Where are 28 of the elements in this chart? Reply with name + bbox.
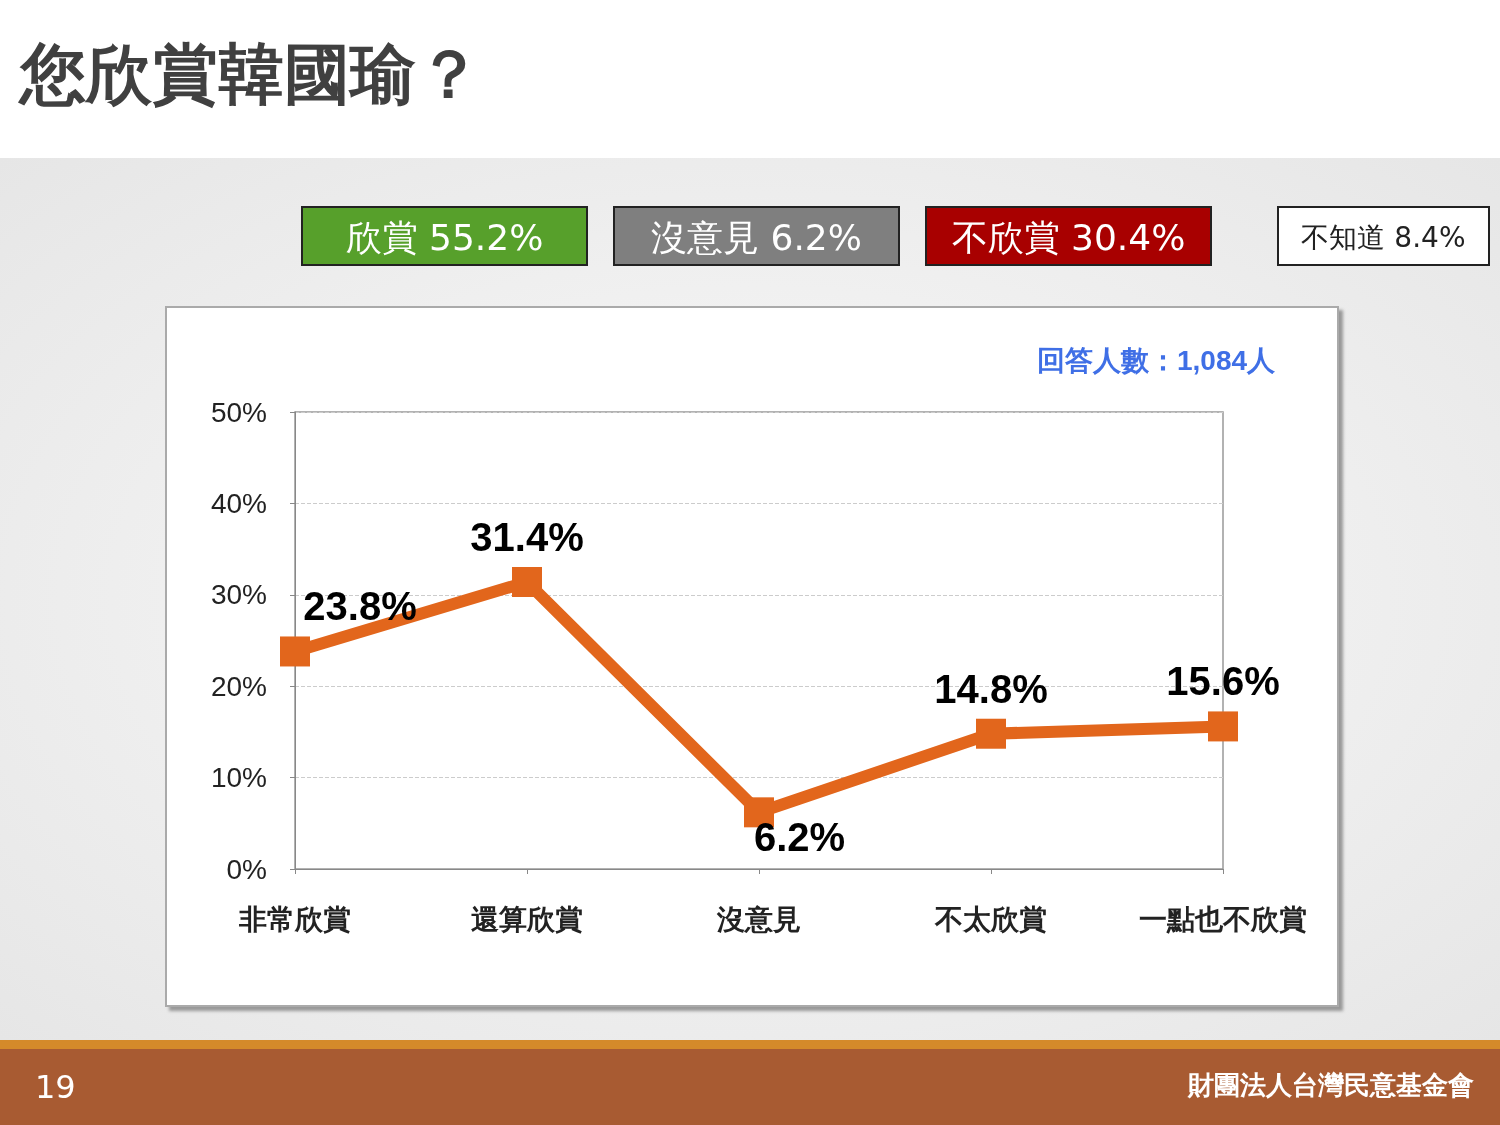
text: 財團法人台灣民意基金會 (1188, 1069, 1474, 1102)
y-tick-label: 30% (210, 579, 267, 611)
y-tick-label: 10% (210, 762, 267, 794)
point (976, 718, 1006, 749)
x-tick-label: 非常欣賞 (238, 903, 351, 935)
data-label: 23.8% (303, 584, 417, 629)
x-tick-label: 還算欣賞 (471, 903, 583, 935)
data-label: 15.6% (1166, 659, 1280, 704)
x-tick-label: 不太欣賞 (934, 903, 1047, 935)
data-label: 14.8% (934, 666, 1048, 711)
point (280, 636, 310, 667)
y-tick-label: 40% (210, 487, 267, 519)
y-tick-label: 20% (210, 670, 267, 702)
point (512, 567, 542, 597)
x-tick-label: 沒意見 (716, 903, 801, 935)
x-tick-label: 一點也不欣賞 (1139, 903, 1307, 935)
y-tick-label: 50% (210, 396, 267, 428)
chart-title: 您欣賞韓國瑜？ (20, 35, 482, 115)
point (1208, 711, 1238, 742)
data-label: 6.2% (754, 815, 846, 860)
text: 回答人數：1,084人 (1037, 344, 1277, 376)
text: 19 (35, 1068, 76, 1106)
text: 不知道 8.4% (1277, 206, 1490, 266)
text: 不欣賞 30.4% (925, 206, 1212, 266)
text: 沒意見 6.2% (613, 206, 900, 266)
data-label: 31.4% (470, 515, 584, 559)
text: 欣賞 55.2% (301, 206, 588, 266)
y-tick-label: 0% (226, 853, 267, 885)
